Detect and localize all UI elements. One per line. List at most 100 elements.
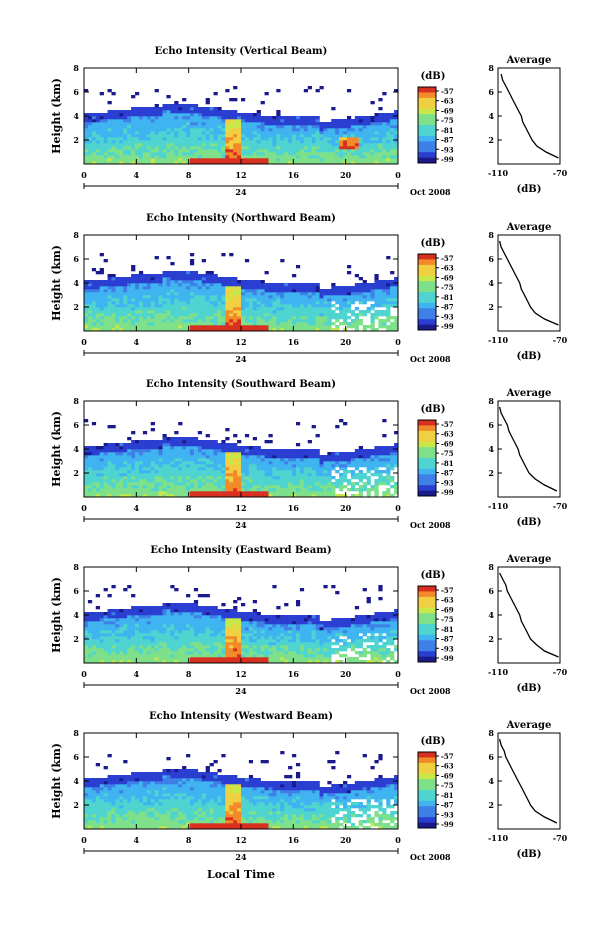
heatmap-cell [210, 304, 214, 307]
heatmap-cell [178, 476, 182, 479]
heatmap-cell [198, 621, 202, 624]
heatmap-cell [331, 107, 335, 110]
heatmap-cell [382, 479, 386, 482]
heatmap-cell [115, 639, 119, 642]
heatmap-cell [84, 657, 88, 660]
heatmap-cell [296, 295, 300, 298]
heatmap-cell [166, 107, 170, 110]
heatmap-cell [316, 479, 320, 482]
heatmap-cell [343, 319, 347, 322]
heatmap-cell [170, 316, 174, 319]
heatmap-cell [347, 298, 351, 301]
heatmap-cell [170, 612, 174, 615]
heatmap-cell [335, 464, 339, 467]
heatmap-cell [327, 158, 331, 161]
heatmap-cell [186, 113, 190, 116]
heatmap-cell [88, 630, 92, 633]
heatmap-cell [347, 461, 351, 464]
heatmap-cell [143, 286, 147, 289]
heatmap-cell [261, 482, 265, 485]
heatmap-cell [127, 449, 131, 452]
heatmap-cell [300, 155, 304, 158]
heatmap-cell [174, 443, 178, 446]
heatmap-cell [296, 116, 300, 119]
heatmap-cell [331, 488, 335, 491]
colorbar-segment [418, 431, 436, 437]
heatmap-cell [100, 470, 104, 473]
heatmap-cell [147, 651, 151, 654]
heatmap-cell [198, 449, 202, 452]
heatmap-cell [351, 131, 355, 134]
heatmap-cell [320, 470, 324, 473]
heatmap-cell [170, 630, 174, 633]
heatmap-cell [147, 146, 151, 149]
heatmap-cell [186, 149, 190, 152]
colorbar-segment [418, 292, 436, 298]
heatmap-cell [284, 325, 288, 328]
heatmap-cell [178, 633, 182, 636]
y-tick-label: 2 [73, 135, 79, 145]
heatmap-cell [210, 122, 214, 125]
heatmap-cell [221, 113, 225, 116]
heatmap-cell [170, 310, 174, 313]
heatmap-cell [190, 479, 194, 482]
heatmap-cell [166, 122, 170, 125]
heatmap-cell [257, 155, 261, 158]
heatmap-cell [378, 128, 382, 131]
heatmap-cell [367, 152, 371, 155]
heatmap-cell [190, 449, 194, 452]
heatmap-cell [241, 298, 245, 301]
heatmap-cell [155, 452, 159, 455]
heatmap-cell [316, 158, 320, 161]
heatmap-cell [382, 449, 386, 452]
heatmap-cell [386, 143, 390, 146]
heatmap-cell [198, 107, 202, 110]
heatmap-cell [249, 134, 253, 137]
heatmap-cell [276, 310, 280, 313]
colorbar-segment [418, 92, 436, 98]
heatmap-cell [131, 639, 135, 642]
heatmap-cell [292, 122, 296, 125]
heatmap-cell [265, 464, 269, 467]
heatmap-cell [304, 158, 308, 161]
heatmap-cell [119, 627, 123, 630]
heatmap-cell [378, 122, 382, 125]
heatmap-cell [304, 473, 308, 476]
heatmap-cell [374, 485, 378, 488]
panel-title: Echo Intensity (Eastward Beam) [150, 545, 331, 556]
profile-y-tick-label: 8 [488, 63, 494, 73]
heatmap-cell [367, 325, 371, 328]
heatmap-cell [265, 473, 269, 476]
heatmap-cell [194, 449, 198, 452]
heatmap-cell [194, 639, 198, 642]
heatmap-cell [229, 491, 233, 494]
heatmap-cell [374, 155, 378, 158]
heatmap-cell [88, 298, 92, 301]
heatmap-cell [229, 325, 233, 328]
heatmap-cell [304, 304, 308, 307]
heatmap-cell [92, 316, 96, 319]
heatmap-cell [363, 461, 367, 464]
heatmap-cell [127, 319, 131, 322]
profile-y-tick-label: 2 [488, 468, 494, 478]
heatmap-cell [378, 464, 382, 467]
heatmap-cell [155, 467, 159, 470]
heatmap-cell [241, 461, 245, 464]
heatmap-cell [92, 627, 96, 630]
heatmap-cell [131, 464, 135, 467]
heatmap-cell [155, 479, 159, 482]
heatmap-cell [343, 122, 347, 125]
heatmap-cell [300, 458, 304, 461]
heatmap-cell [166, 316, 170, 319]
heatmap-cell [304, 152, 308, 155]
heatmap-cell [178, 274, 182, 277]
heatmap-cell [174, 479, 178, 482]
heatmap-cell [100, 134, 104, 137]
heatmap-cell [159, 639, 163, 642]
heatmap-cell [292, 149, 296, 152]
heatmap-cell [143, 313, 147, 316]
heatmap-cell [143, 651, 147, 654]
heatmap-cell [320, 325, 324, 328]
heatmap-cell [225, 485, 229, 488]
heatmap-cell [241, 158, 245, 161]
